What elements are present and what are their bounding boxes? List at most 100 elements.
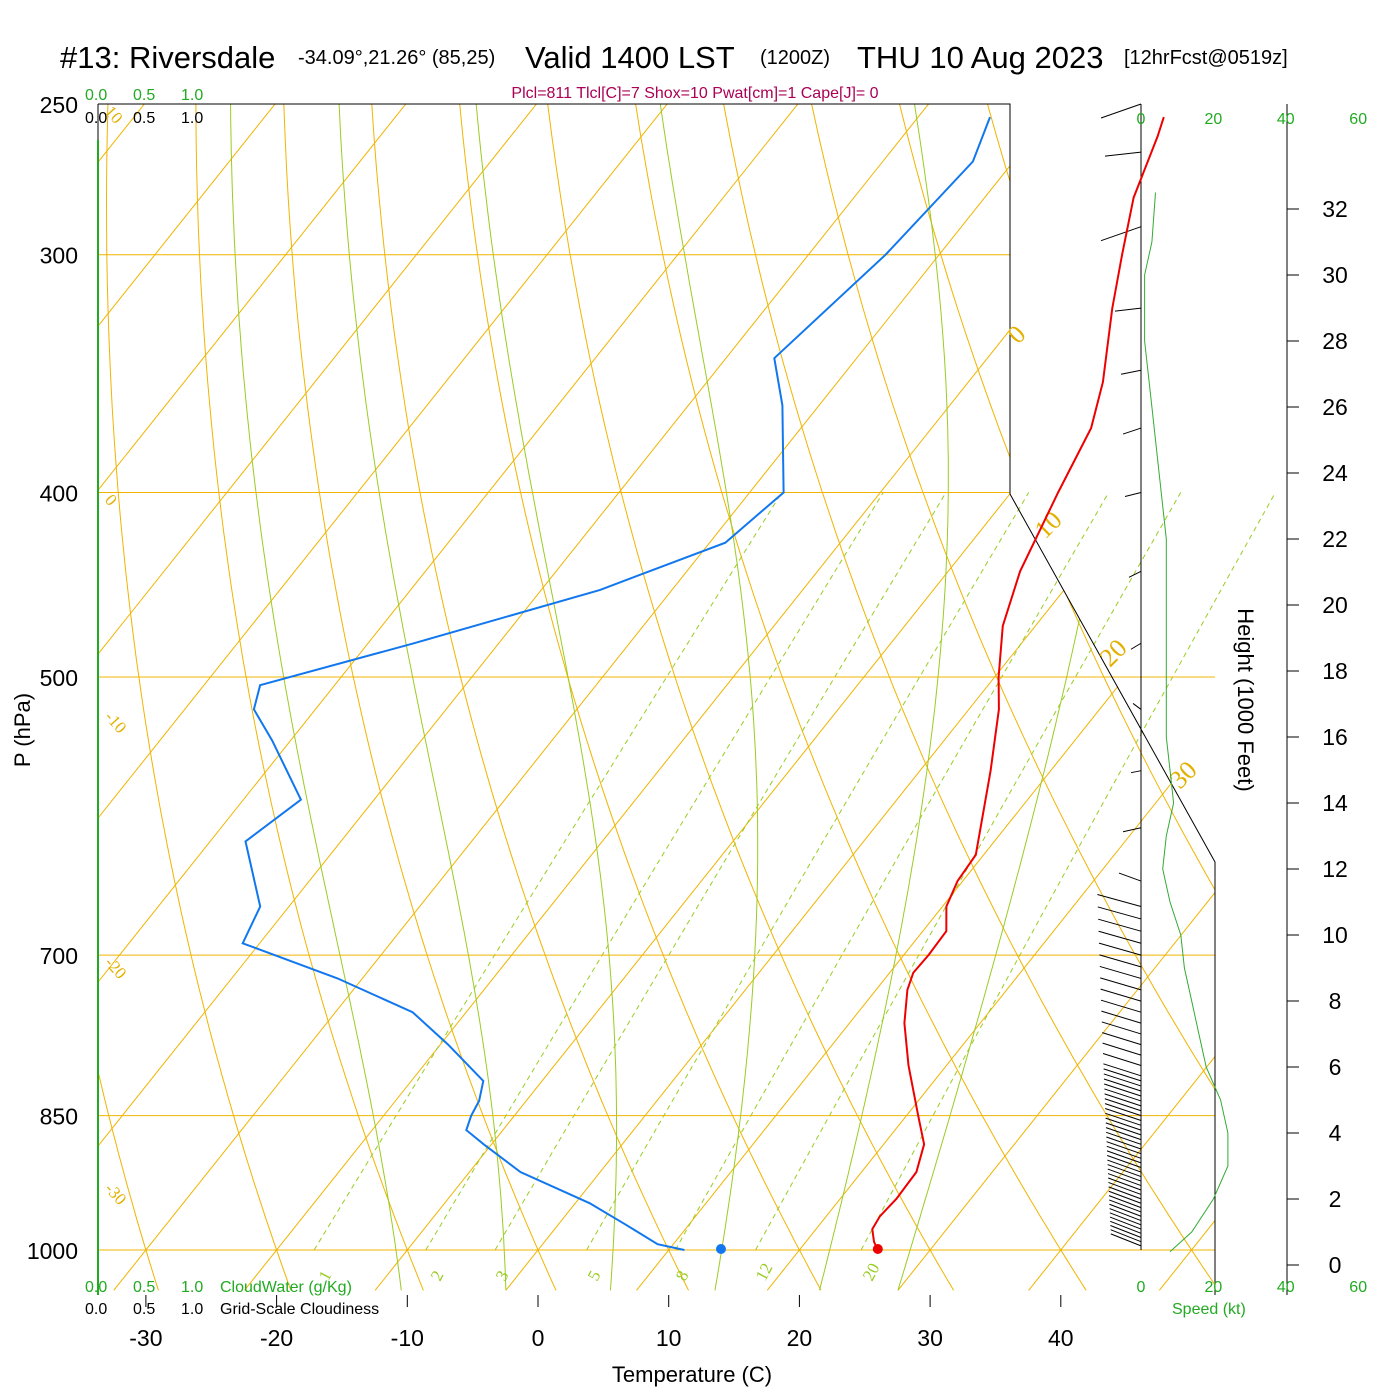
speed-tick-label: 60 — [1349, 1279, 1367, 1296]
wind-barb — [1104, 1093, 1142, 1107]
isotherm-line — [98, 104, 956, 1291]
wind-speed-profile — [1144, 192, 1229, 1253]
moist-adiabat-line — [897, 104, 1141, 1291]
dry-adiabat-line — [1239, 70, 1400, 1290]
temperature-tick-label: 0 — [532, 1325, 545, 1351]
pressure-tick-label: 1000 — [27, 1238, 78, 1264]
wind-barb — [1124, 492, 1142, 498]
wind-barb — [1109, 1216, 1142, 1230]
wind-barb — [1105, 1112, 1142, 1126]
bottom-cloudwater-tick: 0.5 — [133, 1279, 155, 1296]
pressure-axis: 250 300 400 500 700 850 1000 — [27, 92, 78, 1264]
dry-adiabat-line — [890, 104, 1215, 1291]
forecast-run: [12hrFcst@0519z] — [1124, 47, 1288, 69]
pressure-tick-label: 850 — [40, 1104, 78, 1130]
mixing-ratio-label: 5 — [584, 1267, 605, 1283]
height-axis-label: Height (1000 Feet) — [1233, 608, 1258, 791]
pressure-tick-label: 700 — [40, 943, 78, 969]
wind-barb — [1098, 942, 1142, 956]
wind-barb — [1102, 1042, 1142, 1056]
height-tick-label: 2 — [1329, 1186, 1342, 1212]
bottom-cloudwater-tick: 1.0 — [181, 1279, 203, 1296]
wind-barb — [1130, 642, 1142, 650]
dry-adiabat-line — [543, 104, 955, 1291]
height-tick-label: 18 — [1322, 658, 1348, 684]
wind-barb — [1104, 1088, 1142, 1102]
wind-barb — [1108, 1177, 1142, 1191]
bottom-cloudwater-scale: 0.0 0.5 1.0 CloudWater (g/Kg) — [85, 1279, 352, 1296]
speed-tick-label: 40 — [1277, 1279, 1295, 1296]
wind-barb — [1101, 1021, 1142, 1035]
bottom-cloudiness-tick: 0.5 — [133, 1301, 155, 1318]
pressure-tick-label: 400 — [40, 481, 78, 507]
surface-temperature-marker — [872, 1244, 883, 1254]
forecast-date: THU 10 Aug 2023 — [857, 40, 1103, 75]
height-tick-label: 24 — [1322, 460, 1348, 486]
mixing-ratio-line — [494, 492, 947, 1251]
wind-barb — [1097, 906, 1142, 920]
wind-barb — [1107, 1168, 1142, 1182]
moist-adiabat-line — [472, 104, 618, 1291]
isotherm-line — [636, 104, 1215, 1291]
temperature-axis-label: Temperature (C) — [612, 1362, 772, 1387]
wind-barb — [1110, 1229, 1142, 1243]
dry-adiabat-line — [282, 104, 557, 1291]
dry-adiabat-line — [369, 104, 689, 1291]
isotherm-line — [897, 104, 1215, 1291]
wind-barb — [1109, 1199, 1142, 1213]
dry-adiabat-line — [630, 104, 1087, 1291]
mixing-ratio-label: 20 — [859, 1260, 884, 1284]
speed-tick-label: 0 — [1137, 111, 1146, 128]
dry-adiabat-label: 30 — [1164, 755, 1203, 794]
utc-time: (1200Z) — [760, 47, 830, 69]
dry-adiabat-line — [804, 104, 1215, 1291]
dry-adiabat-label: 20 — [1094, 633, 1133, 672]
isotherm-line — [98, 104, 303, 1291]
wind-barb — [1122, 427, 1142, 435]
moist-adiabat-line — [819, 104, 949, 1291]
surface-dewpoint-marker — [715, 1244, 726, 1254]
isotherm-line — [0, 70, 41, 1290]
temperature-tick-label: 20 — [787, 1325, 813, 1351]
cloudwater-label: CloudWater (g/Kg) — [220, 1279, 352, 1296]
temperature-tick-label: -20 — [260, 1325, 293, 1351]
wind-speed-label: Speed (kt) — [1172, 1301, 1246, 1318]
height-tick-label: 10 — [1322, 922, 1348, 948]
moist-adiabat-line — [655, 104, 759, 1291]
isotherm-line — [113, 104, 1087, 1291]
bottom-cloudiness-scale: 0.0 0.5 1.0 Grid-Scale Cloudiness — [85, 1301, 379, 1318]
pressure-tick-label: 500 — [40, 665, 78, 691]
wind-barb — [1105, 1127, 1142, 1141]
speed-tick-label: 60 — [1349, 111, 1367, 128]
wind-barb — [1110, 1225, 1142, 1238]
mixing-ratio-line — [425, 492, 884, 1251]
isotherm-line — [505, 104, 1215, 1291]
speed-tick-label: 40 — [1277, 111, 1295, 128]
isotherm-line — [1028, 104, 1215, 1291]
height-tick-label: 20 — [1322, 592, 1348, 618]
wind-barb — [1099, 965, 1142, 979]
wind-barb — [1100, 977, 1142, 991]
top-cloudiness-scale: 0.0 0.5 1.0 — [85, 110, 203, 127]
wind-barb — [1101, 1010, 1142, 1024]
wind-barb — [1103, 1078, 1142, 1092]
mixing-ratio-label: 8 — [672, 1267, 693, 1283]
wind-barb — [1109, 1212, 1142, 1226]
wind-barb — [1118, 872, 1142, 882]
height-tick-label: 4 — [1329, 1120, 1342, 1146]
bottom-cloudiness-tick: 0.0 — [85, 1301, 107, 1318]
dry-adiabat-line — [456, 104, 822, 1291]
isotherm-lines — [0, 70, 1215, 1291]
isotherm-label: -30 — [101, 1179, 130, 1209]
wind-barb — [1130, 770, 1142, 774]
temperature-tick-label: 30 — [917, 1325, 943, 1351]
station-coords: -34.09°,21.26° (85,25) — [298, 47, 495, 69]
wind-barb — [1107, 1164, 1142, 1178]
bottom-cloudwater-tick: 0.0 — [85, 1279, 107, 1296]
speed-tick-label: 0 — [1137, 1279, 1146, 1296]
height-tick-label: 12 — [1322, 856, 1348, 882]
wind-barb — [1108, 1186, 1142, 1200]
height-tick-label: 26 — [1322, 394, 1348, 420]
station-name: #13: Riversdale — [60, 40, 275, 75]
